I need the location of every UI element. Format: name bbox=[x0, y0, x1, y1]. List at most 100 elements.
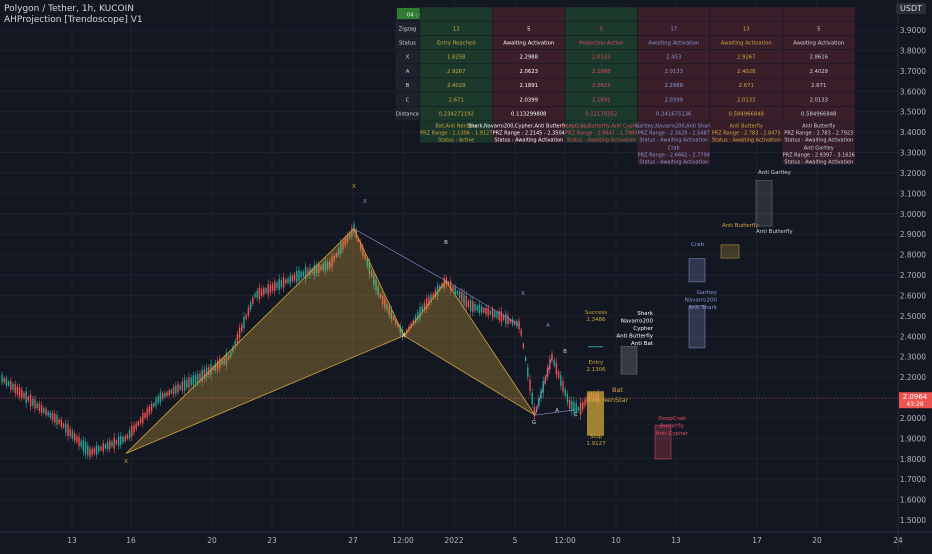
candle-body bbox=[388, 306, 390, 316]
candle-body bbox=[300, 271, 302, 278]
table-note-line: PRZ Range : 1.9647 - 1.7989 bbox=[565, 131, 637, 137]
candle-body bbox=[351, 227, 353, 237]
candle-body bbox=[478, 304, 481, 313]
candle-body bbox=[329, 261, 331, 269]
candle-body bbox=[458, 291, 461, 299]
table-note-background bbox=[637, 120, 710, 143]
table-row-header: Distance bbox=[396, 112, 419, 118]
pattern-point-label: A bbox=[546, 323, 550, 329]
candle-body bbox=[205, 367, 208, 378]
candle-body bbox=[335, 253, 338, 258]
y-tick-label: 3.5000 bbox=[900, 108, 926, 117]
table-row-header: A bbox=[406, 69, 410, 75]
candle-body bbox=[100, 446, 102, 450]
table-cell: 13 bbox=[453, 26, 460, 32]
candle-body bbox=[344, 238, 346, 246]
y-tick-label: 2.4000 bbox=[900, 332, 926, 341]
candle-body bbox=[302, 271, 305, 277]
candle-body bbox=[271, 284, 274, 291]
candle-body bbox=[285, 279, 287, 284]
candle-body bbox=[432, 293, 434, 299]
candle-body bbox=[168, 390, 170, 396]
candle-body bbox=[16, 386, 19, 395]
y-tick-label: 1.8000 bbox=[900, 455, 926, 464]
table-cell: 2.0399 bbox=[519, 97, 538, 103]
candle-body bbox=[65, 423, 67, 433]
current-price-countdown: 43:28 bbox=[906, 401, 923, 408]
table-note-line: Bat,Anti NenStar bbox=[435, 124, 478, 130]
candle-body bbox=[34, 399, 36, 409]
candle-body bbox=[249, 302, 252, 310]
y-tick-label: 3.4000 bbox=[900, 128, 926, 137]
candle-body bbox=[245, 314, 247, 320]
x-tick-label: 12:00 bbox=[392, 536, 414, 545]
candle-body bbox=[91, 448, 93, 455]
candle-body bbox=[489, 310, 492, 315]
candle-body bbox=[192, 375, 195, 386]
candle-body bbox=[58, 419, 60, 424]
candle-body bbox=[60, 419, 63, 428]
bat-projection-box bbox=[587, 391, 604, 436]
candle-body bbox=[161, 393, 164, 400]
crab-label: Crab bbox=[691, 242, 704, 248]
candle-body bbox=[496, 312, 498, 318]
candle-body bbox=[511, 318, 514, 325]
candle-body bbox=[315, 265, 318, 274]
candle-body bbox=[463, 293, 465, 306]
candle-body bbox=[254, 293, 256, 298]
candle-body bbox=[436, 285, 439, 296]
candle-body bbox=[227, 355, 230, 360]
candle-body bbox=[25, 391, 27, 403]
candle-body bbox=[562, 381, 564, 392]
candle-body bbox=[23, 393, 25, 398]
candle-body bbox=[142, 413, 144, 424]
table-row-header: X bbox=[406, 55, 410, 61]
table-cell: 0.584966848 bbox=[729, 112, 765, 118]
candle-body bbox=[513, 321, 516, 325]
deepcrab-group-label: DeepCrab bbox=[658, 416, 686, 422]
table-extra-note-line: Status : Awaiting Activation bbox=[639, 160, 708, 166]
candle-body bbox=[278, 278, 280, 290]
table-extra-note-background bbox=[782, 142, 855, 165]
candle-body bbox=[212, 366, 214, 370]
candle-body bbox=[230, 352, 232, 358]
candle-body bbox=[1, 374, 3, 383]
candle-body bbox=[454, 286, 456, 294]
x-tick-label: 2022 bbox=[444, 536, 463, 545]
candle-body bbox=[263, 288, 265, 295]
candle-body bbox=[423, 302, 426, 311]
table-cell: 13 bbox=[743, 26, 750, 32]
y-tick-label: 1.5000 bbox=[900, 516, 926, 525]
symbol-title: Polygon / Tether, 1h, KUCOIN bbox=[4, 4, 134, 14]
table-cell: 17 bbox=[670, 26, 677, 32]
candle-body bbox=[179, 385, 181, 390]
x-tick-label: 16 bbox=[126, 536, 136, 545]
currency-badge[interactable]: USDT bbox=[896, 3, 926, 14]
table-cell: 2.0623 bbox=[519, 69, 538, 75]
table-cell: 2.2988 bbox=[519, 55, 538, 61]
pattern-point-label: C bbox=[574, 412, 578, 418]
table-cell: 0.12178352 bbox=[585, 112, 617, 118]
candle-body bbox=[199, 373, 201, 381]
candle-body bbox=[494, 311, 496, 317]
candle-body bbox=[67, 424, 69, 437]
candle-body bbox=[384, 299, 386, 308]
table-cell: 1.8258 bbox=[447, 55, 466, 61]
candle-body bbox=[76, 436, 78, 442]
candle-body bbox=[395, 319, 397, 325]
chart-header: Polygon / Tether, 1h, KUCOIN AHProjectio… bbox=[4, 4, 143, 26]
candle-body bbox=[69, 428, 71, 436]
candle-body bbox=[38, 403, 41, 411]
table-cell: Awaiting Activation bbox=[721, 41, 772, 47]
candle-body bbox=[71, 431, 74, 439]
candle-body bbox=[84, 442, 87, 454]
candle-body bbox=[505, 313, 507, 324]
candles bbox=[1, 221, 599, 461]
candle-body bbox=[166, 391, 168, 396]
candle-body bbox=[428, 296, 430, 306]
candle-body bbox=[117, 436, 120, 447]
candle-body bbox=[524, 357, 527, 361]
entry-label: Entry bbox=[589, 360, 604, 366]
